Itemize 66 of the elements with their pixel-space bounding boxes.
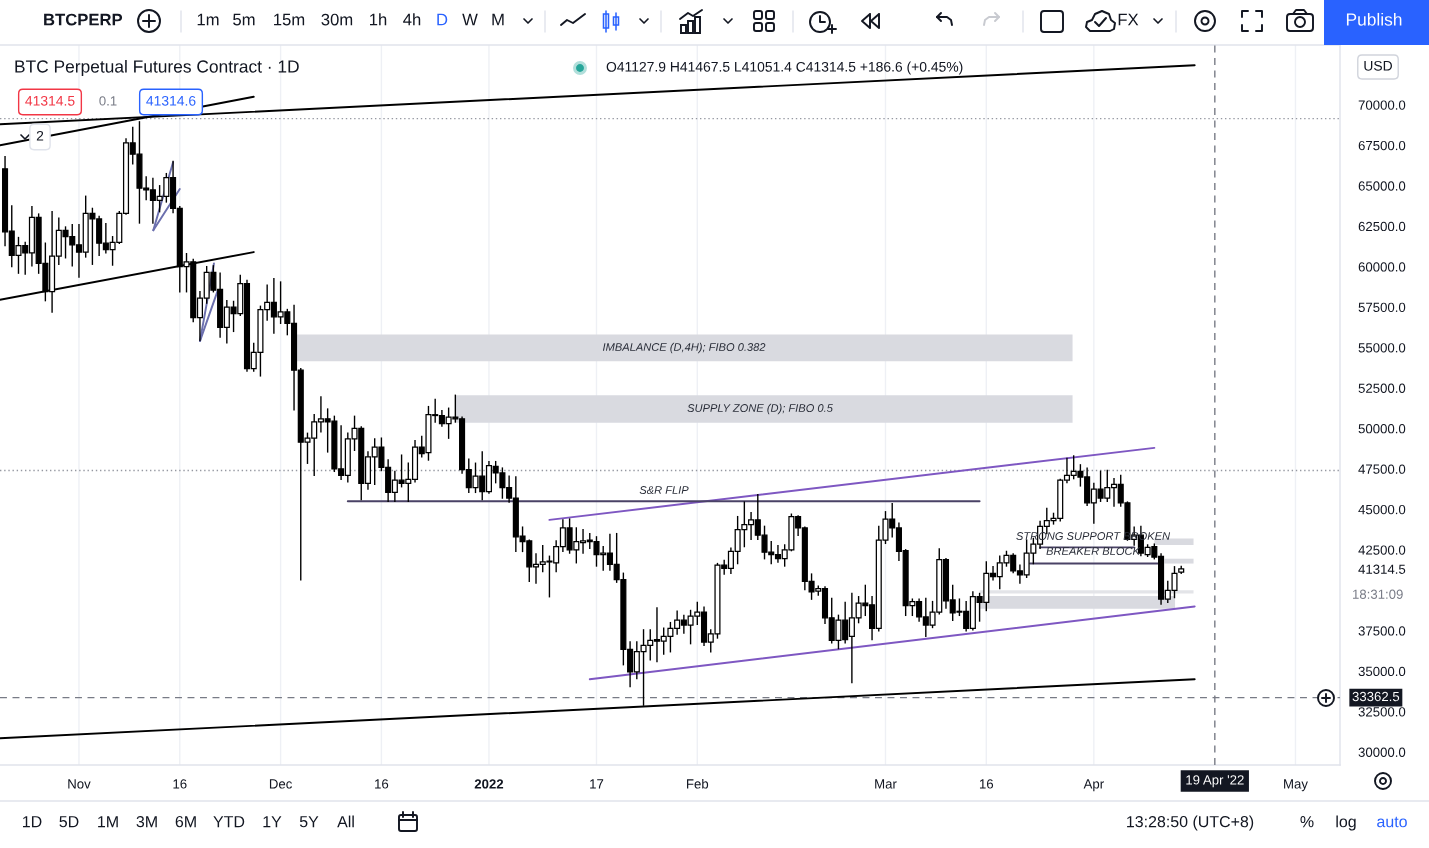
text: W [462, 13, 478, 26]
text: 3M [136, 815, 157, 828]
text: % [1300, 816, 1314, 828]
text: 5m [233, 13, 255, 26]
text: 1D [23, 816, 42, 828]
y-tick-label: 50000.0 [1358, 424, 1406, 434]
text: 18:31:09 [1353, 589, 1403, 599]
text: 1M [98, 816, 118, 828]
text: 5Y [299, 816, 319, 828]
text: 13:28:50 (UTC+8) [1127, 815, 1254, 831]
text: M [492, 13, 504, 26]
y-tick-label: 35000.0 [1358, 666, 1406, 677]
text: 1Y [263, 816, 282, 828]
text: BTC Perpetual Futures Contract · 1D [15, 59, 299, 77]
text: 4h [403, 13, 421, 26]
x-tick-label: May [1284, 779, 1308, 792]
x-tick-label: 16 [979, 779, 994, 789]
text: BTCPERP [44, 13, 123, 26]
y-tick-label: 45000.0 [1358, 504, 1406, 515]
x-tick-label: 16 [375, 779, 389, 789]
text: 30m [321, 13, 353, 26]
y-tick-label: 41314.5 [1358, 564, 1406, 574]
x-tick-label: Mar [875, 779, 897, 789]
x-tick-label: 16 [173, 779, 187, 789]
x-tick-label: Apr [1083, 779, 1104, 792]
text: log [1336, 815, 1356, 831]
x-tick-label: Dec [269, 779, 292, 789]
y-tick-label: 47500.0 [1358, 464, 1406, 474]
text: FX [1118, 13, 1139, 26]
y-tick-label: 32500.0 [1358, 707, 1406, 717]
y-tick-label: 67500.0 [1358, 140, 1406, 151]
annotation: IMBALANCE (D,4H); FIBO 0.382 [602, 342, 766, 354]
y-tick-label: 30000.0 [1358, 747, 1406, 757]
annotation: O41127.9 H41467.5 L41051.4 C41314.5 +186.6 (+0.45%) [606, 61, 963, 75]
x-tick-label: 17 [590, 779, 604, 789]
y-tick-label: 52500.0 [1358, 383, 1406, 393]
y-tick-label: 62500.0 [1358, 221, 1406, 232]
annotation: 0.1 [99, 96, 117, 106]
y-tick-label: 57500.0 [1358, 302, 1406, 313]
ref-line-label: 33362.5 [1352, 691, 1400, 702]
ref-line-label: 19 Apr '22 [1186, 775, 1244, 788]
x-tick-label: 2022 [474, 779, 504, 789]
y-tick-label: 37500.0 [1358, 626, 1406, 636]
text: 1m [197, 13, 219, 26]
annotation: 41314.6 [146, 95, 196, 106]
text: YTD [213, 816, 245, 828]
y-tick-label: 65000.0 [1358, 181, 1406, 191]
y-tick-label: 60000.0 [1358, 262, 1406, 272]
x-tick-label: Feb [687, 778, 709, 789]
text: 1h [370, 13, 387, 26]
annotation: 41314.5 [25, 95, 75, 106]
text: All [337, 815, 354, 828]
y-tick-label: 55000.0 [1358, 343, 1406, 353]
y-tick-label: 70000.0 [1358, 100, 1406, 110]
text: auto [1377, 816, 1407, 828]
text: Publish [1346, 12, 1402, 26]
text: 5D [59, 816, 79, 828]
text: 6M [175, 815, 196, 828]
text: 15m [274, 13, 305, 26]
x-tick-label: Nov [68, 779, 91, 789]
annotation: S&R FLIP [639, 486, 689, 494]
y-tick-label: 42500.0 [1358, 545, 1406, 555]
text: D [437, 13, 448, 26]
annotation: 2 [36, 130, 44, 141]
text: USD [1364, 60, 1392, 71]
annotation: SUPPLY ZONE (D); FIBO 0.5 [687, 403, 833, 415]
